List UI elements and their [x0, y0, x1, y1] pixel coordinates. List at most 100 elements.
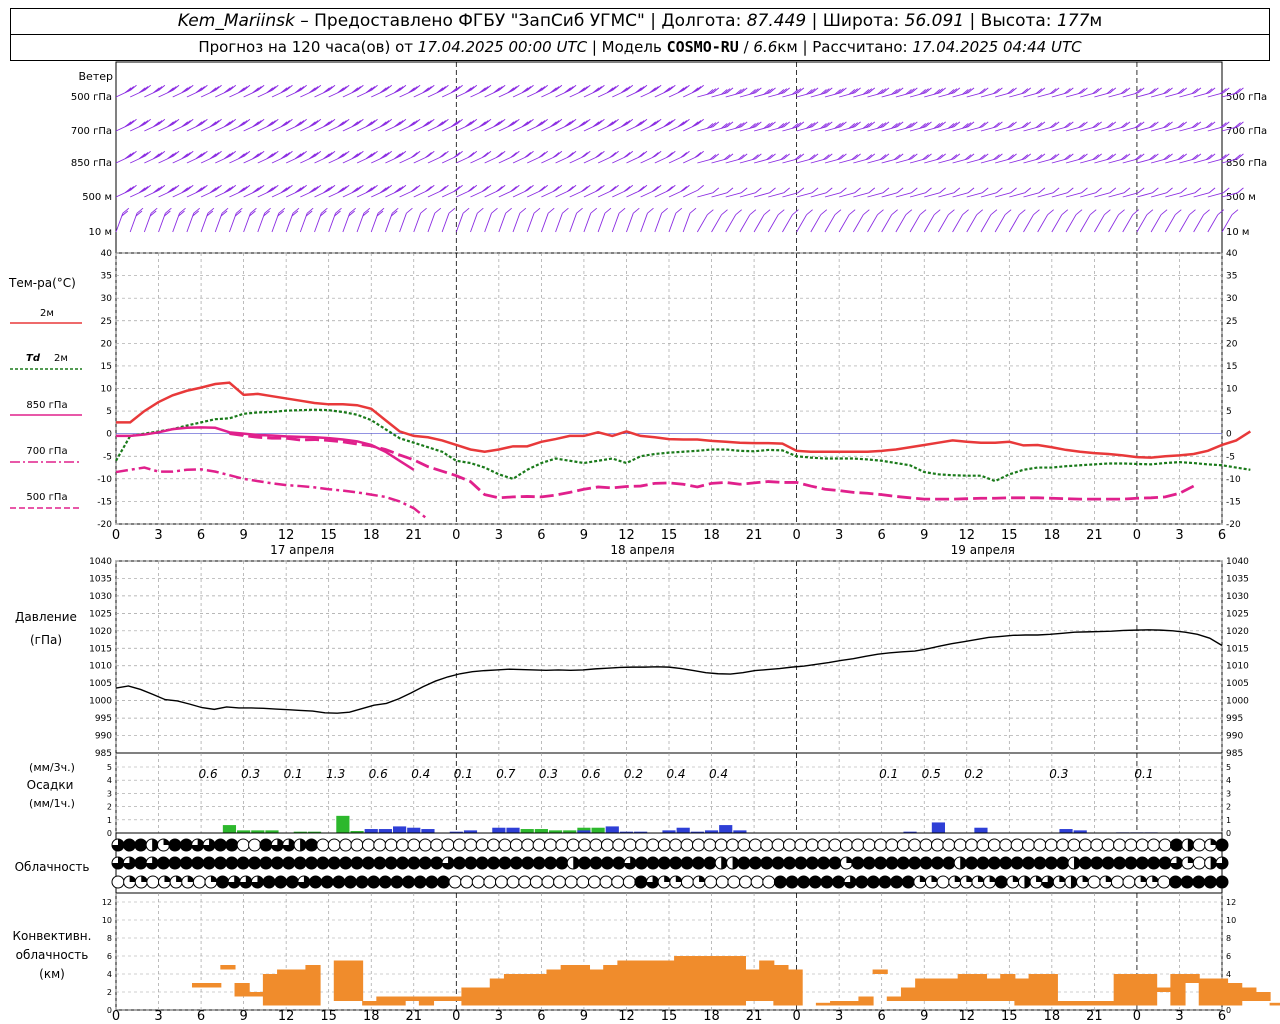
wind-barb-feather: [498, 184, 506, 191]
wind-barb-feather: [250, 207, 257, 214]
wind-barb-feather: [323, 87, 330, 94]
cloud-cover-icon: [191, 856, 205, 870]
cloud-circle: [680, 875, 694, 889]
wind-barb: [810, 187, 833, 198]
wind-barb-staff: [498, 213, 507, 233]
wind-barb-staff: [427, 213, 436, 233]
conv-bar: [886, 996, 902, 1001]
wind-barb: [995, 153, 1017, 164]
wind-barb: [881, 153, 904, 164]
precip-1h-bar: [704, 830, 719, 833]
wind-barb-feather: [652, 186, 659, 192]
cloud-fill-sector: [931, 876, 938, 882]
wind-barb-staff: [668, 213, 677, 233]
precip-1h-bar: [733, 830, 747, 833]
wind-barb: [612, 118, 634, 132]
cloud-cover-icon: [1044, 838, 1058, 852]
wind-barb-staff: [229, 213, 237, 233]
wind-barb-feather: [371, 84, 378, 91]
wind-barb-feather: [669, 84, 676, 91]
wind-barb: [257, 118, 279, 132]
wind-barb-feather: [1234, 122, 1241, 128]
cloud-cover-icon: [378, 875, 392, 889]
wind-barb: [938, 187, 961, 198]
conv-bar: [986, 978, 1002, 1001]
wind-barb-staff: [697, 192, 713, 198]
cloud-cover-icon: [532, 838, 546, 852]
wind-barb: [356, 150, 378, 164]
wind-barb-staff: [796, 192, 813, 198]
cloud-cover-icon: [808, 875, 822, 889]
wind-barb-feather: [264, 207, 271, 214]
wind-barb: [1193, 153, 1216, 164]
wind-barb-feather: [755, 187, 762, 194]
conv-bar: [489, 978, 505, 1006]
cloud-circle: [691, 838, 705, 852]
wind-barb-feather: [342, 84, 350, 91]
wind-barb: [782, 87, 805, 98]
cloud-cover-icon: [355, 875, 369, 889]
cloud-circle: [471, 875, 485, 889]
conv-bar: [206, 983, 222, 988]
wind-barb-feather: [209, 121, 217, 128]
cloud-cover-icon: [483, 875, 497, 889]
wind-barb-feather: [340, 186, 347, 192]
wind-barb-feather: [1120, 122, 1128, 128]
wind-barb: [1221, 153, 1244, 164]
cloud-cover-icon: [1157, 875, 1171, 889]
wind-barb-feather: [427, 84, 435, 91]
wind-barb-feather: [706, 123, 714, 129]
wind-barb-staff: [271, 213, 280, 233]
wind-barb-feather: [238, 121, 245, 128]
wind-barb-feather: [170, 120, 177, 126]
wind-barb: [1037, 87, 1060, 98]
wind-barb: [441, 184, 463, 198]
wind-barb: [172, 84, 194, 98]
wind-barb-feather: [598, 84, 605, 91]
wind-barb: [1051, 121, 1074, 132]
wind-barb-staff: [583, 213, 592, 233]
cloud-circle: [739, 875, 753, 889]
temperature-xtick: 3: [835, 528, 843, 543]
wind-barb-feather: [427, 118, 435, 125]
pressure-ytick: 990: [95, 732, 112, 742]
wind-barb-feather: [510, 186, 517, 192]
wind-barb: [484, 84, 506, 98]
wind-barb: [569, 207, 583, 233]
conv-xtick: 21: [405, 1009, 422, 1024]
cloud-cover-icon: [965, 856, 979, 870]
wind-barb-feather: [825, 187, 833, 194]
wind-barb-feather: [513, 184, 520, 191]
wind-barb-feather: [294, 87, 302, 94]
wind-barb: [527, 118, 548, 132]
wind-barb-feather: [882, 121, 890, 128]
wind-barb-feather: [277, 210, 285, 217]
wind-barb-feather: [201, 184, 208, 191]
wind-barb: [385, 150, 407, 164]
wind-barb: [1165, 121, 1188, 132]
wind-barb-feather: [755, 153, 762, 160]
wind-barb-feather: [654, 184, 662, 191]
cloud-circle: [1022, 838, 1036, 852]
wind-barb-feather: [1106, 122, 1114, 128]
wind-barb-feather: [439, 120, 447, 126]
wind-barb-feather: [342, 184, 350, 191]
wind-barb-feather: [309, 153, 316, 160]
temperature-ytick: -20: [97, 520, 112, 530]
wind-barb-feather: [212, 86, 220, 92]
wind-barb: [527, 84, 548, 98]
cloud-cover-icon: [762, 875, 776, 889]
wind-barb-feather: [583, 118, 591, 125]
pressure-unit: (гПа): [30, 633, 62, 647]
wind-barb: [342, 118, 364, 132]
wind-barb-feather: [172, 118, 180, 125]
wind-barb-feather: [1237, 87, 1244, 94]
cloud-circle: [134, 838, 148, 852]
wind-barb: [158, 84, 180, 98]
cloud-fill-sector: [152, 839, 159, 851]
wind-barb-feather: [226, 152, 234, 158]
wind-barb-staff: [810, 214, 822, 233]
precip-1h-bar: [634, 831, 648, 833]
wind-barb-feather: [365, 121, 373, 128]
wind-barb: [512, 184, 534, 198]
